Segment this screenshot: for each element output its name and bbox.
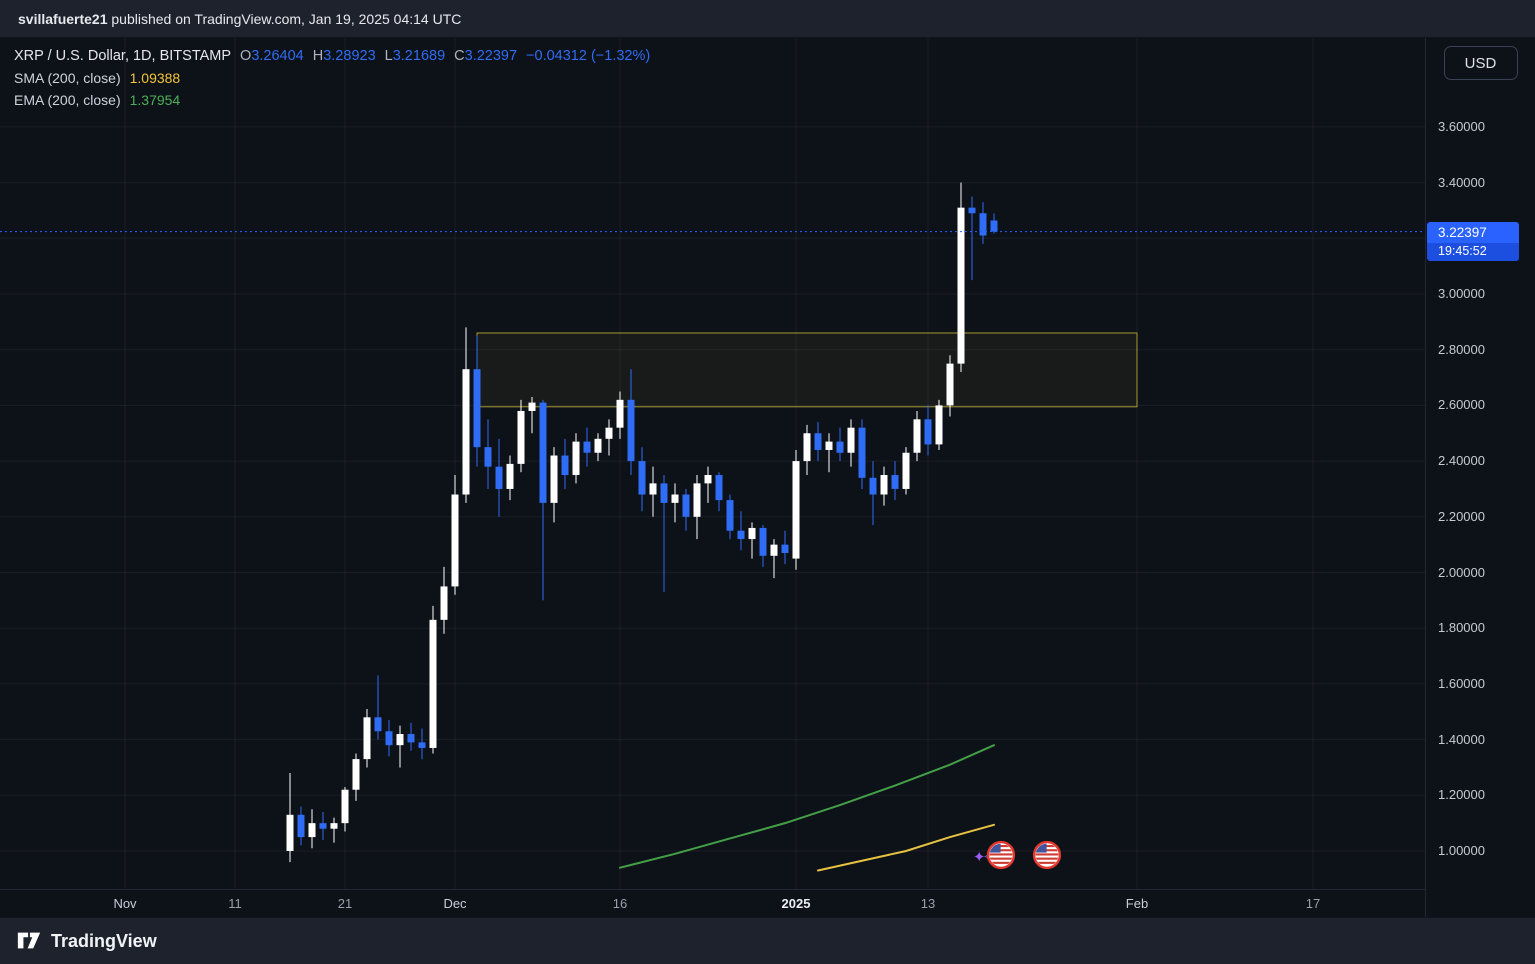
change-value: −0.04312 (−1.32%) — [526, 48, 651, 64]
price-axis[interactable]: USD 3.60000 3.40000 3.00000 2.80000 2.60000 2… — [1425, 38, 1535, 917]
ohlc-letter: C — [454, 48, 465, 64]
publish-info: published on TradingView.com, Jan 19, 20… — [107, 10, 462, 27]
sma-legend-row[interactable]: SMA (200, close) 1.09388 — [14, 70, 650, 86]
ema-legend-row[interactable]: EMA (200, close) 1.37954 — [14, 92, 650, 108]
time-tick-label: 16 — [612, 896, 628, 911]
currency-button[interactable]: USD — [1443, 46, 1518, 80]
chart-drawings-layer: ✦✧ — [0, 38, 1425, 917]
ema-value: 1.37954 — [129, 92, 181, 108]
publish-bar: svillafuerte21 published on TradingView.… — [0, 0, 1535, 38]
price-tick-label: 3.40000 — [1438, 174, 1485, 190]
chart-pane[interactable]: XRP / U.S. Dollar, 1D, BITSTAMP O3.26404… — [0, 38, 1425, 917]
tradingview-logo[interactable]: TradingView — [16, 928, 157, 954]
price-tick-label: 3.00000 — [1438, 286, 1485, 301]
candlestick-chart[interactable] — [0, 38, 1425, 889]
time-axis[interactable]: Nov 11 21 Dec 16 2025 13 Feb 17 — [0, 889, 1425, 917]
time-tick-label: 21 — [337, 896, 353, 911]
footer-bar: TradingView — [0, 917, 1535, 964]
symbol-title: XRP / U.S. Dollar, 1D, BITSTAMP — [14, 48, 232, 64]
price-tick-label: 2.20000 — [1438, 508, 1485, 524]
price-tick-label: 1.00000 — [1438, 843, 1485, 858]
ema-label: EMA (200, close) — [14, 92, 121, 108]
chart-window: XRP / U.S. Dollar, 1D, BITSTAMP O3.26404… — [0, 38, 1535, 917]
price-tick-label: 2.60000 — [1438, 397, 1485, 413]
price-tick-label: 2.40000 — [1438, 453, 1485, 469]
symbol-legend-row[interactable]: XRP / U.S. Dollar, 1D, BITSTAMP O3.26404… — [14, 48, 650, 64]
sma-label: SMA (200, close) — [14, 70, 121, 86]
time-tick-label: Nov — [113, 896, 137, 911]
time-tick-label: 11 — [228, 896, 242, 911]
price-tick-label: 1.60000 — [1438, 675, 1485, 691]
time-tick-label: 17 — [1305, 896, 1321, 911]
ohlc-values: O3.26404 H3.28923 L3.21689 C3.22397 — [231, 48, 517, 64]
price-tick-label: 1.80000 — [1438, 620, 1485, 636]
price-tick-label: 3.60000 — [1438, 118, 1485, 134]
time-tick-label: Feb — [1125, 896, 1149, 911]
us-flag-emoji-sticker[interactable] — [986, 840, 1016, 870]
us-flag-emoji-sticker[interactable] — [1032, 840, 1062, 870]
price-tick-label: 1.20000 — [1438, 787, 1485, 803]
last-price-badge: 3.22397 19:45:52 — [1427, 221, 1519, 261]
ohlc-value: 3.21689 — [392, 48, 446, 64]
ohlc-letter: O — [240, 48, 252, 64]
last-price-value: 3.22397 — [1427, 221, 1519, 243]
ohlc-value: 3.26404 — [251, 48, 304, 64]
time-tick-label: 2025 — [781, 896, 811, 911]
price-tick-label: 2.80000 — [1438, 341, 1485, 357]
ohlc-value: 3.22397 — [464, 48, 518, 64]
sma-value: 1.09388 — [129, 70, 181, 86]
price-tick-label: 1.40000 — [1438, 731, 1485, 747]
time-tick-label: 13 — [920, 896, 936, 911]
ohlc-value: 3.28923 — [323, 48, 376, 64]
publisher-username: svillafuerte21 — [18, 10, 108, 27]
tradingview-logo-text: TradingView — [51, 930, 157, 951]
ohlc-letter: H — [312, 48, 324, 64]
chart-legend: XRP / U.S. Dollar, 1D, BITSTAMP O3.26404… — [14, 48, 650, 114]
tradingview-logo-icon — [17, 932, 41, 949]
time-tick-label: Dec — [443, 896, 467, 911]
ohlc-letter: L — [384, 48, 393, 64]
bar-countdown: 19:45:52 — [1427, 242, 1519, 261]
price-tick-label: 2.00000 — [1438, 564, 1485, 580]
